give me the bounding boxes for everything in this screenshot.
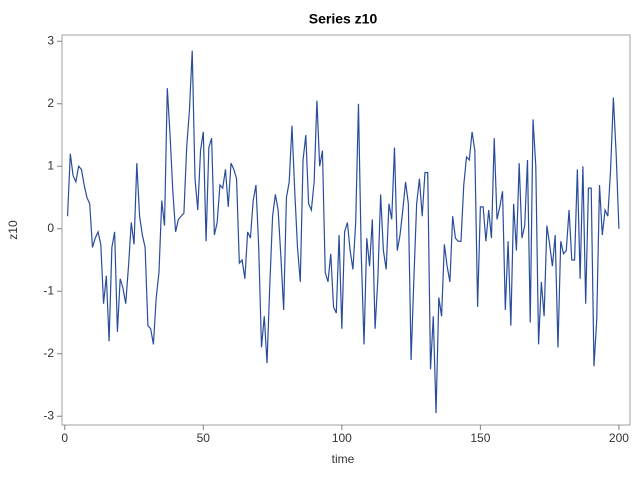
x-tick-label: 50 — [197, 431, 211, 445]
x-tick-label: 150 — [470, 431, 490, 445]
y-axis-label: z10 — [6, 220, 20, 240]
x-axis-label: time — [332, 452, 355, 466]
x-tick-label: 0 — [61, 431, 68, 445]
x-tick-label: 100 — [332, 431, 352, 445]
y-tick-label: 3 — [47, 33, 54, 47]
y-tick-label: -2 — [43, 346, 54, 360]
y-tick-label: 2 — [47, 96, 54, 110]
plot-frame — [61, 34, 631, 426]
y-tick-label: -3 — [43, 408, 54, 422]
y-tick-label: -1 — [43, 283, 54, 297]
y-tick-label: 0 — [47, 221, 54, 235]
series-line — [66, 50, 620, 414]
x-tick-label: 200 — [609, 431, 629, 445]
chart-title: Series z10 — [309, 11, 378, 27]
y-tick-label: 1 — [47, 158, 54, 172]
